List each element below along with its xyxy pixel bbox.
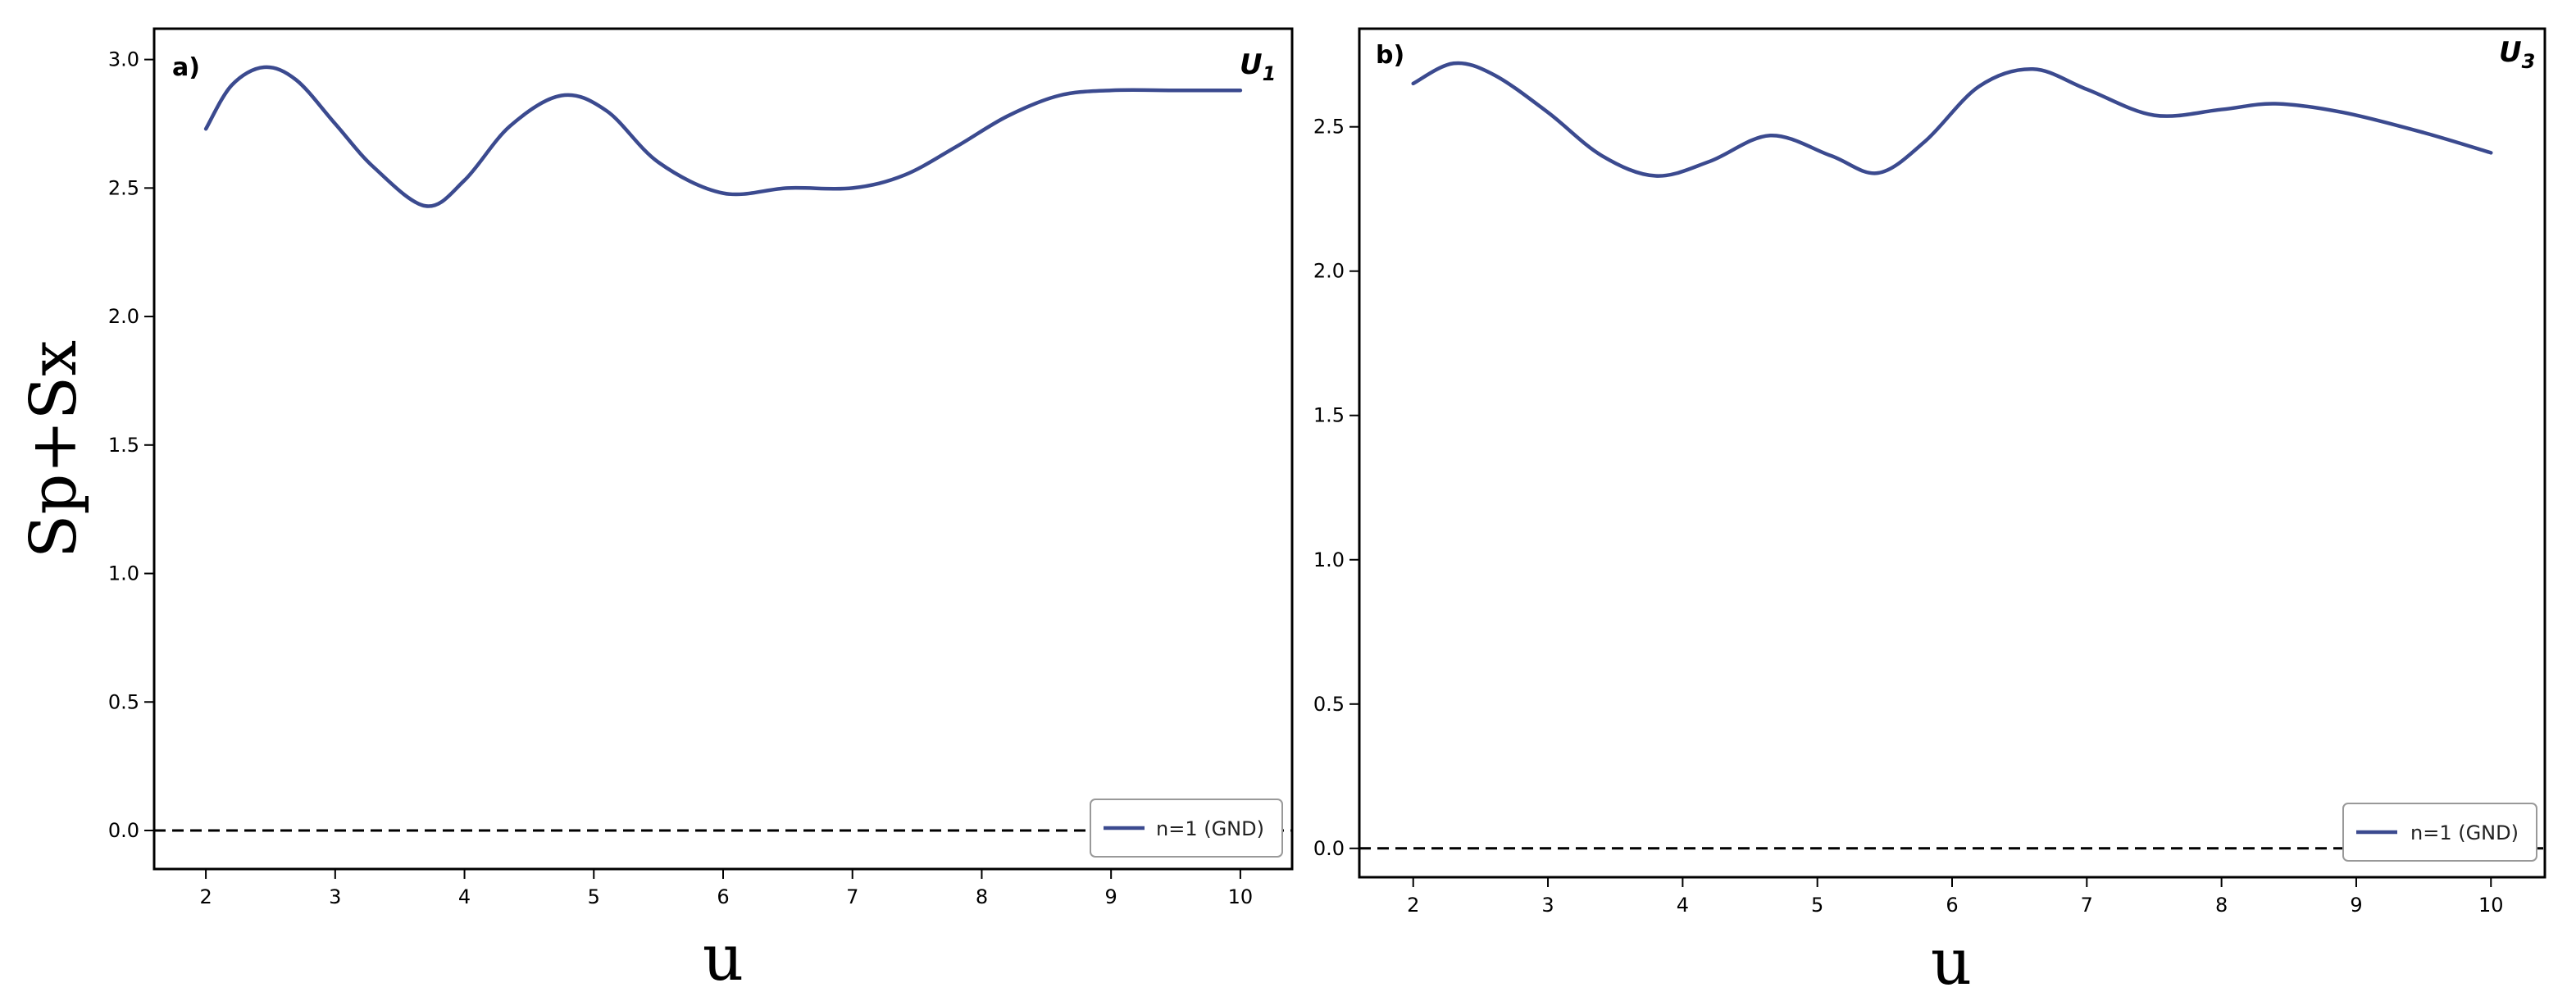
- legend: n=1 (GND): [2342, 803, 2537, 862]
- series-line-n1-gnd: [203, 65, 1243, 208]
- legend-box: [2342, 803, 2537, 862]
- y-tick-label: 1.0: [1313, 548, 1345, 571]
- x-tick-label: 4: [458, 885, 471, 908]
- corner-label: U1: [1240, 48, 1276, 85]
- corner-label: U3: [2499, 36, 2535, 73]
- y-ticks: 0.0 0.5 1.0 1.5 2.0 2.5: [1313, 116, 1359, 860]
- x-tick-label: 5: [1811, 894, 1823, 917]
- y-tick-label: 0.0: [1313, 837, 1345, 860]
- y-tick-label: 0.0: [108, 819, 139, 842]
- x-tick-label: 10: [1228, 885, 1254, 908]
- legend: n=1 (GND): [1090, 799, 1283, 858]
- x-ticks: 2 3 4 5 6 7 8 9 10: [199, 869, 1253, 908]
- x-tick-label: 5: [588, 885, 600, 908]
- y-tick-label: 1.0: [108, 562, 139, 585]
- x-tick-label: 8: [2215, 894, 2228, 917]
- corner-label-sub: 1: [1263, 62, 1277, 85]
- corner-label-sub: 3: [2522, 50, 2536, 73]
- x-axis-title: u: [703, 921, 744, 992]
- y-tick-label: 2.5: [108, 176, 139, 199]
- x-tick-label: 2: [1407, 894, 1419, 917]
- panel-b: b) U3 2 3 4 5 6 7 8 9 10 0.00.51.01.52.02.5 n=1 …: [1313, 27, 2546, 992]
- plot-frame: [1358, 27, 2546, 879]
- x-tick-label: 7: [2081, 894, 2093, 917]
- panel-label: a): [172, 53, 200, 82]
- series-line-n1-gnd: [1411, 61, 2493, 178]
- corner-label-main: U: [1240, 48, 1263, 81]
- legend-box: [1090, 799, 1283, 858]
- y-tick-label: 0.5: [108, 690, 139, 713]
- legend-label: n=1 (GND): [2410, 821, 2519, 844]
- x-axis-title: u: [1931, 926, 1972, 992]
- x-tick-label: 9: [1105, 885, 1117, 908]
- x-tick-label: 10: [2478, 894, 2504, 917]
- x-tick-label: 3: [329, 885, 341, 908]
- y-ticks: 0.0 0.5 1.0 1.5 2.0 2.5 3.0: [108, 48, 154, 842]
- x-tick-label: 6: [1946, 894, 1958, 917]
- y-tick-label: 1.5: [108, 434, 139, 457]
- x-tick-label: 9: [2350, 894, 2362, 917]
- y-tick-label: 0.5: [1313, 693, 1345, 716]
- x-tick-label: 8: [976, 885, 988, 908]
- y-tick-label: 2.5: [1313, 116, 1345, 139]
- x-tick-label: 3: [1541, 894, 1554, 917]
- x-tick-label: 6: [717, 885, 729, 908]
- panel-label: b): [1376, 41, 1404, 70]
- x-tick-label: 4: [1677, 894, 1689, 917]
- y-tick-label: 1.5: [1313, 404, 1345, 427]
- y-axis-title: Sp+Sx: [17, 340, 91, 558]
- corner-label-main: U: [2499, 36, 2522, 69]
- panel-a: a) U1 2 3 4 5 6 7 8 9 10 0.0 0.5 1.0 1.5 2.0 2.5 3.0 n…: [17, 27, 1294, 992]
- x-tick-label: 7: [846, 885, 858, 908]
- y-tick-label: 2.0: [1313, 260, 1345, 283]
- x-tick-label: 2: [199, 885, 212, 908]
- y-tick-label: 3.0: [108, 48, 139, 71]
- plot-frame: [152, 27, 1294, 871]
- x-ticks: 2 3 4 5 6 7 8 9 10: [1407, 877, 2504, 917]
- y-tick-label: 2.0: [108, 305, 139, 328]
- legend-label: n=1 (GND): [1156, 817, 1264, 840]
